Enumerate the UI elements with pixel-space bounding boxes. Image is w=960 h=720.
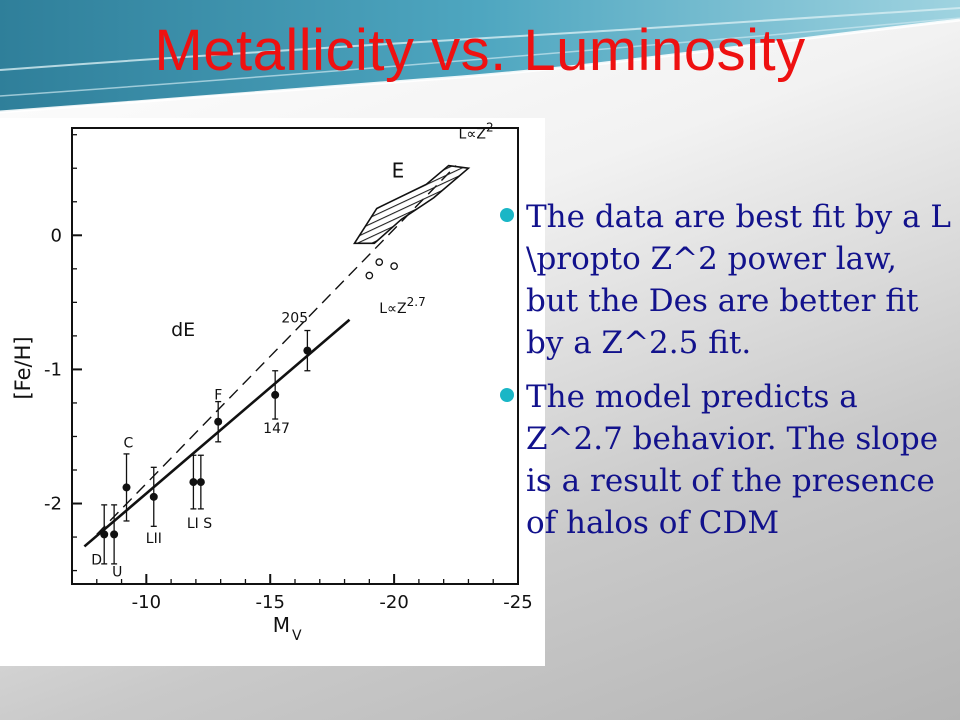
fit-label: L∝Z2 <box>459 121 494 143</box>
data-point <box>122 483 131 492</box>
bullet-list: The data are best fit by a L \propto Z^2… <box>500 196 955 556</box>
x-axis-label-subscript: V <box>292 628 302 644</box>
bullet-item: The model predicts a Z^2.7 behavior. The… <box>500 376 955 544</box>
point-label: C <box>124 435 134 451</box>
data-point <box>303 346 312 355</box>
open-point <box>365 271 374 280</box>
open-point <box>390 262 398 270</box>
bullet-item: The data are best fit by a L \propto Z^2… <box>500 196 955 364</box>
fit-line-z2 <box>96 165 457 535</box>
bullet-text: The model predicts a Z^2.7 behavior. The… <box>526 379 939 541</box>
open-points <box>365 258 398 280</box>
metallicity-luminosity-chart: -10 -15 -20 -25 0 -1 -2 E L∝Z2 L∝Z2.7 DU C LII LI … <box>11 121 533 644</box>
x-tick-label: -20 <box>379 592 408 613</box>
bullet-dot <box>500 208 514 222</box>
point-label: 205 <box>281 311 308 327</box>
y-tick-label: -1 <box>44 359 62 380</box>
fit-label-exponent: 2 <box>486 121 494 135</box>
region-polygon <box>353 164 471 245</box>
x-axis-ticks: -10 -15 -20 -25 <box>96 574 533 613</box>
e-galaxy-region: E <box>353 159 471 245</box>
x-tick-label: -10 <box>132 592 161 613</box>
y-axis-label: [Fe/H] <box>11 336 35 399</box>
x-tick-label: -25 <box>503 592 532 613</box>
slide-title: Metallicity vs. Luminosity <box>154 18 806 83</box>
text-label: dE <box>171 319 195 341</box>
y-axis-ticks: 0 -1 -2 <box>44 134 82 572</box>
point-label: U <box>112 564 122 580</box>
fit-lines <box>83 165 457 548</box>
data-point <box>271 390 280 399</box>
point-label: LII <box>146 531 162 547</box>
data-point <box>196 478 205 487</box>
y-tick-label: 0 <box>51 225 62 246</box>
point-label: D <box>91 552 102 568</box>
data-point <box>100 530 109 539</box>
y-tick-label: -2 <box>44 494 62 515</box>
fit-label-exponent: 2.7 <box>407 295 426 309</box>
scanned-figure: -10 -15 -20 -25 0 -1 -2 E L∝Z2 L∝Z2.7 D U C LII LI … <box>0 118 545 666</box>
data-point <box>110 530 119 539</box>
fit-line-z2-7 <box>83 318 351 548</box>
data-point <box>189 478 198 487</box>
point-label: 147 <box>263 421 290 437</box>
x-tick-label: -15 <box>256 592 285 613</box>
point-label: LI S <box>187 516 212 532</box>
open-point <box>375 258 384 266</box>
region-label: E <box>392 159 405 183</box>
data-points <box>100 329 312 565</box>
bullet-dot <box>500 388 514 402</box>
bullet-text: The data are best fit by a L \propto Z^2… <box>526 199 951 361</box>
fit-label: L∝Z2.7 <box>379 295 426 317</box>
x-axis-label: M <box>273 613 290 637</box>
point-label: F <box>214 388 222 404</box>
data-point <box>149 492 158 501</box>
plot-frame <box>71 127 519 585</box>
data-point <box>214 417 223 426</box>
